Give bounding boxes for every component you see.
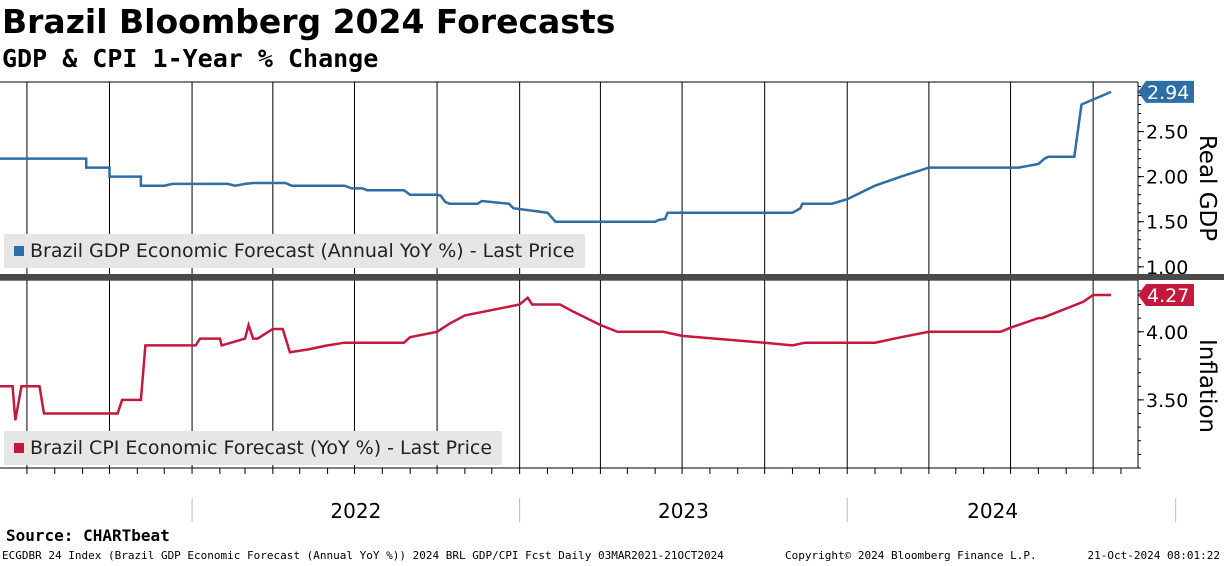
- series-cpi-line: [0, 293, 1112, 421]
- panel-gdp-ytick-label: 2.00: [1146, 167, 1188, 189]
- x-year-label: 2024: [967, 499, 1018, 523]
- legend-cpi-swatch: [14, 443, 24, 453]
- panel-cpi-ytick-label: 4.00: [1146, 322, 1188, 344]
- panel-separator: [0, 274, 1224, 280]
- panel-gdp-ytick-label: 2.50: [1146, 122, 1188, 144]
- footer-timestamp: 21-Oct-2024 08:01:22: [1087, 549, 1220, 562]
- x-year-label: 2022: [330, 499, 381, 523]
- legend-gdp-label: Brazil GDP Economic Forecast (Annual YoY…: [30, 240, 575, 262]
- panel-cpi-axis-label: Inflation: [1194, 339, 1220, 433]
- footer-ticker-description: ECGDBR 24 Index (Brazil GDP Economic For…: [2, 549, 724, 562]
- last-value-label-gdp: 2.94: [1147, 82, 1189, 104]
- panel-cpi-ytick-label: 3.50: [1146, 390, 1188, 412]
- footer-copyright: Copyright© 2024 Bloomberg Finance L.P.: [785, 549, 1037, 562]
- series-gdp-line: [0, 90, 1112, 223]
- last-value-badge-cpi: [1138, 283, 1194, 306]
- legend-cpi: Brazil CPI Economic Forecast (YoY %) - L…: [4, 431, 503, 465]
- panel-gdp-axis-label: Real GDP: [1194, 135, 1220, 241]
- legend-cpi-label: Brazil CPI Economic Forecast (YoY %) - L…: [30, 437, 493, 459]
- legend-gdp: Brazil GDP Economic Forecast (Annual YoY…: [4, 234, 585, 268]
- chart-title: Brazil Bloomberg 2024 Forecasts: [2, 2, 616, 41]
- panel-gdp-ytick-label: 1.00: [1146, 257, 1188, 279]
- legend-gdp-swatch: [14, 246, 24, 256]
- last-value-badge-gdp: [1138, 80, 1194, 103]
- last-value-label-cpi: 4.27: [1147, 285, 1189, 307]
- chart-subtitle: GDP & CPI 1-Year % Change: [2, 44, 379, 73]
- source-note: Source: CHARTbeat: [6, 526, 170, 545]
- x-year-label: 2023: [658, 499, 709, 523]
- panel-gdp-ytick-label: 1.50: [1146, 212, 1188, 234]
